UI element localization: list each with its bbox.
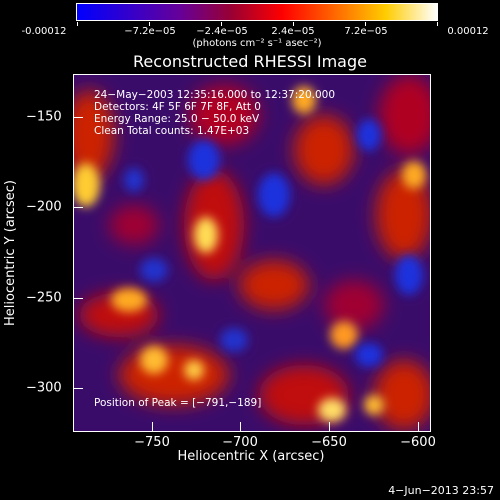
x-axis-tick-label: −700 bbox=[222, 435, 258, 450]
colorbar bbox=[76, 3, 438, 21]
colorbar-tick-label: −2.4e−05 bbox=[196, 26, 248, 37]
colorbar-tick bbox=[77, 22, 78, 26]
annotation-time: 24−May−2003 12:35:16.000 to 12:37:20.000 bbox=[94, 89, 336, 101]
colorbar-tick-label: −7.2e−05 bbox=[124, 26, 176, 37]
image-plot-area: 24−May−2003 12:35:16.000 to 12:37:20.000… bbox=[73, 74, 431, 432]
y-axis-tick-label: −150 bbox=[26, 109, 62, 125]
colorbar-tick-label: 2.4e−05 bbox=[271, 26, 315, 37]
annotation-detectors: Detectors: 4F 5F 6F 7F 8F, Att 0 bbox=[94, 101, 261, 113]
colorbar-tick-label: -0.00012 bbox=[21, 26, 67, 37]
y-axis-tick-label: −300 bbox=[26, 380, 62, 396]
colorbar-tick bbox=[221, 22, 222, 26]
y-axis-tick bbox=[73, 117, 83, 118]
colorbar-tick bbox=[437, 22, 438, 26]
x-axis-tick-label: −750 bbox=[134, 435, 170, 450]
y-axis-label: Heliocentric Y (arcsec) bbox=[3, 180, 18, 326]
y-axis-tick bbox=[73, 207, 83, 208]
x-axis-tick bbox=[152, 422, 153, 432]
colorbar-tick-label: 0.00012 bbox=[447, 26, 489, 37]
annotation-clean: Clean Total counts: 1.47E+03 bbox=[94, 125, 250, 137]
y-axis-tick bbox=[73, 388, 83, 389]
heatmap-red-blobs bbox=[74, 75, 430, 430]
y-axis-tick-label: −200 bbox=[26, 199, 62, 215]
plot-datestamp: 4−Jun−2013 23:57 bbox=[388, 484, 494, 497]
x-axis-tick-label: −600 bbox=[400, 435, 436, 450]
plot-title: Reconstructed RHESSI Image bbox=[133, 52, 367, 71]
colorbar-unit-label: (photons cm⁻² s⁻¹ asec⁻²) bbox=[192, 38, 322, 49]
colorbar-tick bbox=[293, 22, 294, 26]
x-axis-tick bbox=[329, 422, 330, 432]
y-axis-tick-label: −250 bbox=[26, 290, 62, 306]
x-axis-label: Heliocentric X (arcsec) bbox=[177, 449, 325, 464]
heatmap-blue-blobs bbox=[124, 119, 423, 367]
x-axis-tick bbox=[418, 422, 419, 432]
x-axis-tick-label: −650 bbox=[311, 435, 347, 450]
heatmap-bright-blobs bbox=[74, 86, 426, 422]
annotation-peak-position: Position of Peak = [−791,−189] bbox=[94, 397, 262, 409]
colorbar-tick bbox=[365, 22, 366, 26]
colorbar-tick bbox=[149, 22, 150, 26]
colorbar-tick-label: 7.2e−05 bbox=[344, 26, 388, 37]
y-axis-tick bbox=[73, 298, 83, 299]
heatmap-image bbox=[74, 75, 430, 431]
x-axis-tick bbox=[240, 422, 241, 432]
annotation-energy: Energy Range: 25.0 − 50.0 keV bbox=[94, 113, 260, 125]
